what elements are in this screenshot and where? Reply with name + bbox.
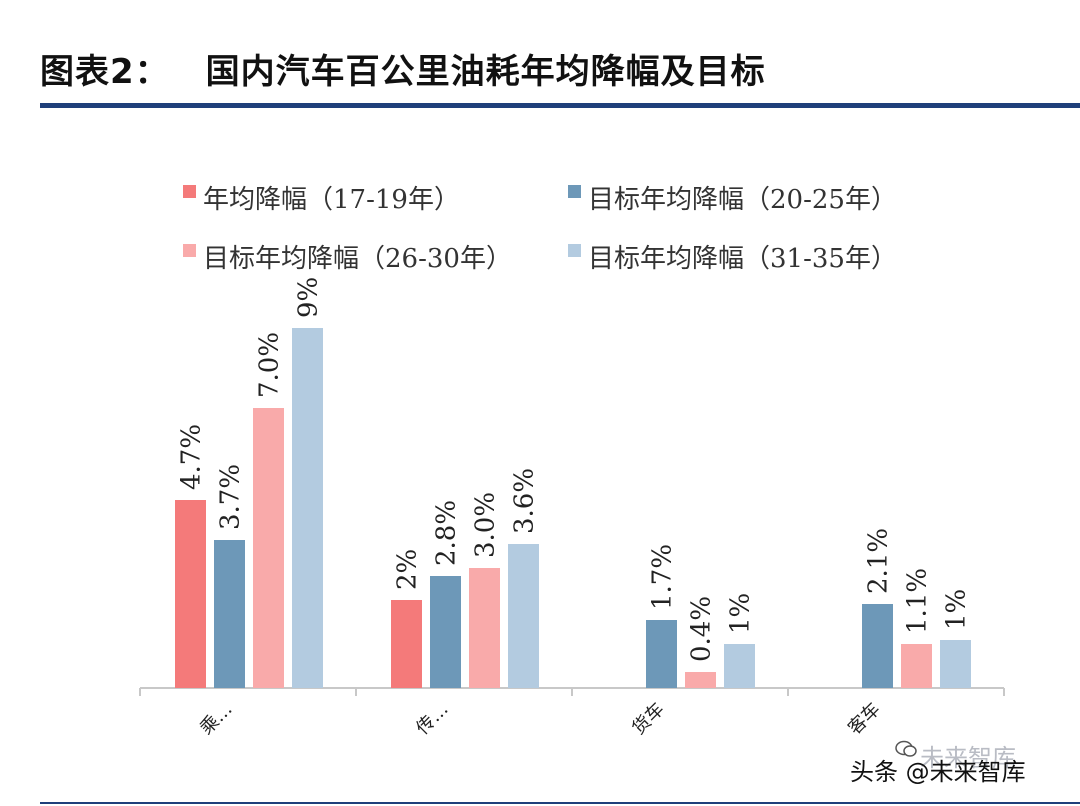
bar-1-2 (391, 600, 422, 688)
category-label: 传… (412, 699, 452, 739)
bar-2-3 (646, 620, 677, 688)
legend-swatch-2 (568, 185, 581, 198)
data-label: 2.8% (432, 500, 462, 566)
category-label: 货车 (628, 699, 668, 739)
data-label: 0.4% (687, 596, 717, 662)
legend-label-1: 年均降幅（17-19年） (203, 185, 460, 215)
bar-3-4 (901, 644, 932, 688)
data-label: 3.7% (216, 464, 246, 530)
legend-label-3: 目标年均降幅（26-30年） (203, 244, 512, 274)
data-label: 1% (726, 593, 756, 634)
category-label: 客车 (844, 699, 884, 739)
bar-3-3 (685, 672, 716, 688)
bottom-rule (40, 802, 1080, 804)
legend-swatch-4 (568, 244, 581, 257)
bar-2-1 (214, 540, 245, 688)
header-rule (40, 103, 1080, 108)
legend-label-2: 目标年均降幅（20-25年） (588, 185, 897, 215)
wechat-icon (895, 740, 917, 757)
figure-title: 图表2： 国内汽车百公里油耗年均降幅及目标 (40, 44, 766, 93)
bar-3-2 (469, 568, 500, 688)
data-label: 2% (393, 549, 423, 590)
bar-1-1 (175, 500, 206, 688)
bar-4-1 (292, 328, 323, 688)
data-label: 3.0% (471, 492, 501, 558)
bar-2-2 (430, 576, 461, 688)
data-label: 1% (942, 589, 972, 630)
bar-2-4 (862, 604, 893, 688)
watermark-faded: 未来智库 (920, 744, 1016, 772)
data-label: 1.1% (903, 568, 933, 634)
legend-swatch-3 (183, 244, 196, 257)
bar-4-3 (724, 644, 755, 688)
data-label: 4.7% (177, 424, 207, 490)
data-label: 9% (294, 277, 324, 318)
data-label: 2.1% (864, 528, 894, 594)
legend-label-4: 目标年均降幅（31-35年） (588, 244, 897, 274)
data-label: 1.7% (648, 544, 678, 610)
figure-label: 图表2： (40, 52, 170, 92)
legend-swatch-1 (183, 185, 196, 198)
bar-3-1 (253, 408, 284, 688)
data-label: 7.0% (255, 332, 285, 398)
bar-4-4 (940, 640, 971, 688)
watermark: 头条 @未来智库 (850, 758, 1026, 786)
figure-title-text: 国内汽车百公里油耗年均降幅及目标 (205, 52, 766, 92)
bar-4-2 (508, 544, 539, 688)
category-label: 乘… (196, 699, 236, 739)
data-label: 3.6% (510, 468, 540, 534)
